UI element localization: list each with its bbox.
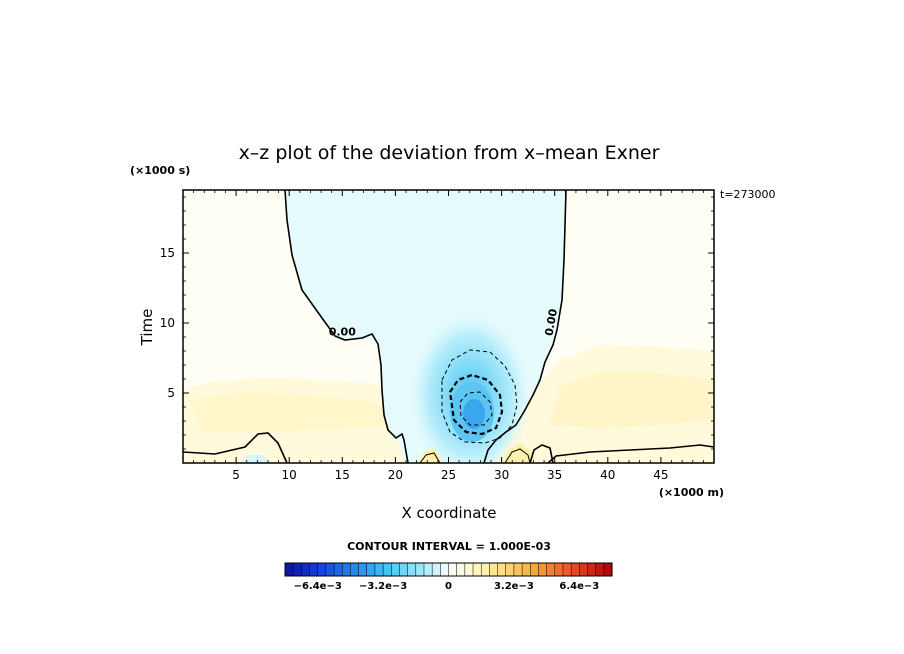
x-unit-label: (×1000 m) <box>659 486 724 499</box>
colorbar-segment <box>358 562 368 577</box>
colorbar-tick-label: 3.2e−3 <box>494 581 534 592</box>
x-tick-label: 5 <box>232 468 240 482</box>
colorbar-segment <box>464 562 474 577</box>
chart-title: x–z plot of the deviation from x–mean Ex… <box>239 142 660 164</box>
plot-area <box>183 190 714 463</box>
colorbar-segment <box>350 562 360 577</box>
colorbar-segment <box>341 562 351 577</box>
x-tick-label: 20 <box>388 468 403 482</box>
colorbar-segment <box>530 562 539 577</box>
colorbar-segment <box>325 562 335 577</box>
negative-contour-mid <box>448 373 504 436</box>
colorbar-segment <box>603 562 613 577</box>
colorbar-segment <box>292 562 302 577</box>
colorbar-segment <box>366 562 376 577</box>
colorbar-segment <box>456 562 466 577</box>
colorbar-segment <box>301 562 311 577</box>
colorbar-tick-label: −3.2e−3 <box>359 581 407 592</box>
colorbar-tick-label: 6.4e−3 <box>559 581 599 592</box>
x-axis-label: X coordinate <box>401 504 496 522</box>
colorbar-segment <box>513 562 523 577</box>
contour-interval-label: CONTOUR INTERVAL = 1.000E-03 <box>347 540 551 553</box>
positive-band-right-core <box>550 372 714 428</box>
colorbar-segment <box>579 562 589 577</box>
colorbar-segment <box>595 562 605 577</box>
colorbar-segment <box>407 562 417 577</box>
colorbar-segment <box>317 562 327 577</box>
zero-contour-left <box>284 190 409 463</box>
zero-contour-bump-mid <box>529 444 554 463</box>
colorbar-segment <box>391 562 400 577</box>
zero-contour-right <box>483 190 567 463</box>
positive-bump-1 <box>418 448 442 463</box>
positive-contour-bump-2 <box>419 452 441 463</box>
colorbar-segment <box>472 562 482 577</box>
negative-core-center <box>463 399 485 429</box>
colorbar-segment <box>546 562 556 577</box>
colorbar-frame <box>284 562 613 577</box>
contour-labels: 0.00 0.00 <box>329 308 560 339</box>
colorbar-segment <box>309 562 319 577</box>
x-tick-label: 10 <box>282 468 297 482</box>
colorbar-segment <box>505 562 515 577</box>
negative-contour-outer <box>441 349 518 444</box>
x-tick-label: 45 <box>653 468 668 482</box>
x-tick-label: 40 <box>600 468 615 482</box>
colorbar <box>284 562 613 577</box>
colorbar-segment <box>489 562 499 577</box>
colorbar-segment <box>570 562 580 577</box>
y-tick-label: 10 <box>160 316 175 330</box>
negative-contour-inner <box>459 391 493 426</box>
colorbar-segment <box>587 562 597 577</box>
contour-label: 0.00 <box>329 326 356 339</box>
x-tick-label: 25 <box>441 468 456 482</box>
colorbar-tick-label: −6.4e−3 <box>294 581 342 592</box>
colorbar-segment <box>448 562 458 577</box>
positive-contour-bump <box>504 448 531 463</box>
time-label: t=273000 <box>720 188 776 201</box>
colorbar-segment <box>538 562 548 577</box>
colorbar-segment <box>374 562 384 577</box>
colorbar-segment <box>497 562 507 577</box>
axis-ticks: 5 10 15 20 25 30 35 40 45 5 10 15 <box>160 190 714 482</box>
colorbar-segment <box>415 562 425 577</box>
colorbar-segment <box>521 562 531 577</box>
colorbar-segment <box>382 562 392 577</box>
y-axis-label: Time <box>138 309 156 347</box>
colorbar-segment <box>431 562 441 577</box>
colorbar-segment <box>554 562 564 577</box>
colorbar-segment <box>423 562 433 577</box>
zero-contour-bottom-right <box>547 444 714 463</box>
x-tick-label: 15 <box>335 468 350 482</box>
y-tick-label: 5 <box>167 386 175 400</box>
y-tick-label: 15 <box>160 246 175 260</box>
colorbar-ticks: −6.4e−3 −3.2e−3 0 3.2e−3 6.4e−3 <box>294 581 600 592</box>
colorbar-segment <box>284 562 294 577</box>
colorbar-segment <box>480 562 490 577</box>
colorbar-segment <box>399 562 409 577</box>
zero-contour-bottom-left <box>183 432 288 463</box>
colorbar-segment <box>440 562 450 577</box>
colorbar-segment <box>562 562 572 577</box>
y-unit-label: (×1000 s) <box>130 164 190 177</box>
x-tick-label: 30 <box>494 468 509 482</box>
small-blue-left <box>240 455 270 463</box>
x-tick-label: 35 <box>547 468 562 482</box>
contour-label: 0.00 <box>542 308 560 337</box>
positive-band-left-core <box>190 392 386 432</box>
positive-bump-2 <box>502 443 535 463</box>
colorbar-segment <box>333 562 343 577</box>
colorbar-tick-label: 0 <box>445 581 452 592</box>
